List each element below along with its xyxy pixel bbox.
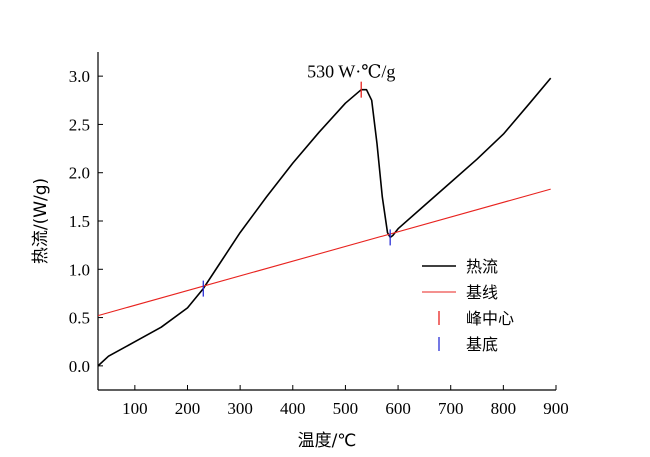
y-tick-label: 0.5	[69, 309, 90, 328]
x-tick-label: 100	[122, 399, 148, 418]
y-tick-label: 1.5	[69, 212, 90, 231]
y-tick-label: 3.0	[69, 67, 90, 86]
peak-annotation: 530 W·℃/g	[307, 62, 395, 82]
legend-heat-flow-label: 热流	[466, 257, 498, 276]
y-tick-label: 2.0	[69, 164, 90, 183]
legend-peak-center-label: 峰中心	[466, 309, 514, 328]
x-tick-label: 700	[438, 399, 464, 418]
x-tick-label: 300	[227, 399, 253, 418]
y-tick-label: 1.0	[69, 260, 90, 279]
legend-base-label: 基底	[466, 335, 498, 354]
legend-baseline-label: 基线	[466, 283, 498, 302]
x-tick-label: 600	[385, 399, 411, 418]
x-tick-label: 200	[175, 399, 201, 418]
heat-flow-line	[97, 77, 552, 367]
x-tick-label: 900	[543, 399, 569, 418]
plot-area: 530 W·℃/g	[97, 62, 552, 367]
axes: 100 200 300 400 500 600 700 800 900 0.0 0.5 1.0 1.5 2…	[69, 52, 569, 418]
x-tick-label: 500	[333, 399, 359, 418]
x-tick-label: 400	[280, 399, 306, 418]
y-tick-label: 2.5	[69, 115, 90, 134]
y-axis-title: 热流/(W/g)	[31, 178, 51, 264]
x-axis-title: 温度/℃	[298, 431, 357, 451]
baseline-line	[97, 188, 551, 317]
y-tick-label: 0.0	[69, 357, 90, 376]
x-tick-label: 800	[491, 399, 517, 418]
